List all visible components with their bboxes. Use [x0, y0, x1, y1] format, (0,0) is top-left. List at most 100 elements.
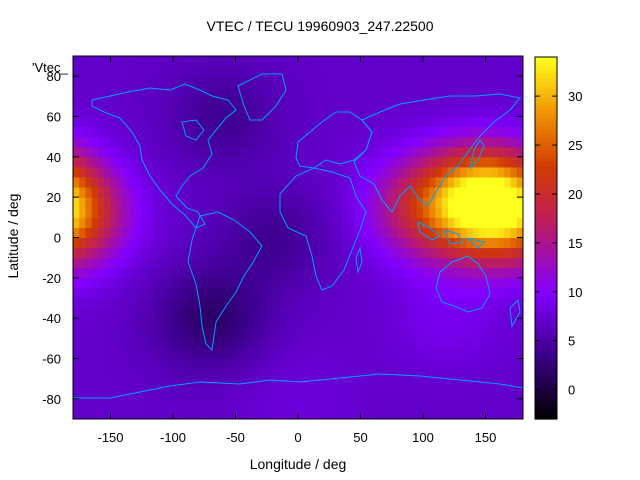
heatmap-cell: [104, 378, 111, 390]
heatmap-cell: [98, 166, 105, 178]
heatmap-cell: [516, 328, 524, 339]
heatmap-cell: [466, 56, 474, 67]
heatmap-cell: [141, 177, 149, 188]
heatmap-cell: [135, 378, 143, 390]
heatmap-cell: [273, 338, 280, 349]
heatmap-cell: [154, 358, 161, 370]
heatmap-cell: [185, 177, 193, 188]
heatmap-cell: [404, 106, 411, 117]
heatmap-cell: [498, 86, 505, 97]
heatmap-cell: [329, 116, 336, 128]
heatmap-cell: [516, 217, 524, 228]
heatmap-cell: [473, 298, 480, 309]
heatmap-cell: [298, 368, 305, 380]
heatmap-cell: [129, 277, 136, 289]
heatmap-cell: [260, 298, 268, 309]
heatmap-cell: [341, 96, 349, 107]
y-tick-label: 20: [47, 190, 61, 205]
colorbar-tick-label: 15: [568, 236, 582, 251]
heatmap-cell: [516, 187, 524, 198]
heatmap-cell: [179, 217, 186, 228]
heatmap-cell: [116, 207, 124, 218]
heatmap-cell: [448, 136, 455, 148]
heatmap-cell: [191, 106, 199, 117]
heatmap-cell: [329, 76, 336, 87]
colorbar-segment: [535, 149, 557, 155]
heatmap-cell: [354, 177, 361, 188]
heatmap-cell: [510, 378, 518, 390]
heatmap-cell: [385, 106, 393, 117]
heatmap-cell: [260, 177, 268, 188]
heatmap-cell: [260, 388, 268, 400]
heatmap-cell: [110, 388, 118, 400]
heatmap-cell: [79, 328, 86, 339]
heatmap-cell: [454, 86, 461, 97]
heatmap-cell: [423, 146, 430, 158]
heatmap-cell: [498, 177, 505, 188]
heatmap-cell: [285, 166, 293, 178]
heatmap-cell: [104, 318, 111, 329]
colorbar-segment: [535, 201, 557, 207]
heatmap-cell: [429, 227, 436, 238]
heatmap-cell: [235, 408, 243, 420]
heatmap-cell: [510, 126, 518, 138]
heatmap-cell: [204, 308, 211, 319]
heatmap-cell: [448, 247, 455, 259]
heatmap-cell: [435, 298, 443, 309]
heatmap-cell: [373, 146, 380, 158]
heatmap-cell: [104, 166, 111, 178]
heatmap-cell: [260, 247, 268, 259]
heatmap-cell: [116, 287, 124, 299]
heatmap-cell: [391, 116, 399, 128]
heatmap-cell: [216, 368, 224, 380]
heatmap-cell: [429, 368, 436, 380]
heatmap-cell: [329, 257, 336, 269]
heatmap-cell: [366, 76, 374, 87]
heatmap-cell: [429, 328, 436, 339]
coastline-map: [73, 73, 524, 399]
heatmap-cell: [104, 207, 111, 218]
heatmap-cell: [448, 227, 455, 238]
heatmap-cell: [460, 166, 468, 178]
heatmap-cell: [110, 328, 118, 339]
heatmap-cell: [241, 318, 249, 329]
heatmap-cell: [310, 116, 318, 128]
heatmap-cell: [223, 308, 230, 319]
heatmap-cell: [260, 227, 268, 238]
heatmap-cell: [460, 338, 468, 349]
heatmap-cell: [473, 247, 480, 259]
heatmap-cell: [179, 368, 186, 380]
heatmap-cell: [316, 287, 324, 299]
heatmap-cell: [173, 197, 180, 208]
heatmap-cell: [198, 398, 205, 410]
colorbar-segment: [535, 133, 557, 139]
heatmap-cell: [341, 237, 349, 249]
heatmap-cell: [260, 146, 268, 158]
heatmap-cell: [373, 166, 380, 178]
heatmap-cell: [385, 166, 393, 178]
heatmap-cell: [354, 237, 361, 249]
heatmap-cell: [266, 378, 274, 390]
heatmap-cell: [416, 146, 424, 158]
heatmap-cell: [91, 328, 99, 339]
heatmap-cell: [191, 156, 199, 168]
heatmap-cell: [329, 177, 336, 188]
heatmap-cell: [316, 267, 324, 279]
heatmap-cell: [273, 308, 280, 319]
heatmap-cell: [154, 126, 161, 138]
heatmap-cell: [291, 328, 299, 339]
heatmap-cell: [73, 86, 80, 97]
heatmap-cell: [473, 227, 480, 238]
heatmap-cell: [98, 398, 105, 410]
heatmap-cell: [329, 267, 336, 279]
heatmap-cell: [385, 318, 393, 329]
heatmap-cell: [460, 86, 468, 97]
heatmap-cell: [454, 277, 461, 289]
heatmap-cell: [216, 197, 224, 208]
heatmap-cell: [304, 126, 311, 138]
heatmap-cell: [110, 76, 118, 87]
heatmap-cell: [204, 116, 211, 128]
heatmap-cell: [348, 96, 355, 107]
heatmap-cell: [104, 277, 111, 289]
heatmap-cell: [123, 177, 130, 188]
